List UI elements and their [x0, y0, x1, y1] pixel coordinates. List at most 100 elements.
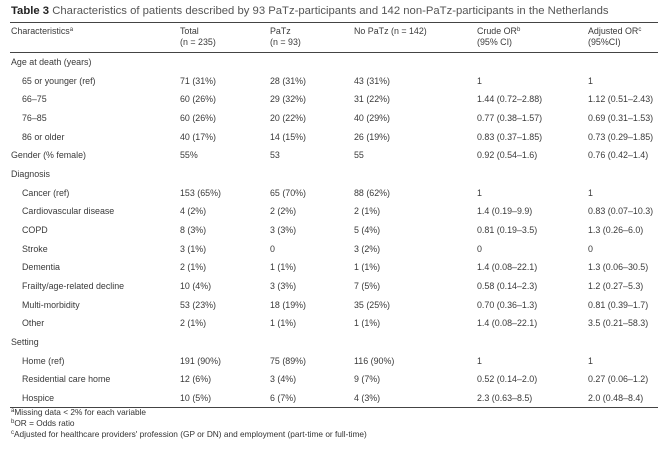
header-total: Total (n = 235) [180, 26, 216, 47]
table-title: Characteristics of patients described by… [52, 5, 609, 17]
cell-patz: 3 (3%) [270, 224, 297, 235]
row-label: Dementia [22, 262, 60, 273]
cell-total: 53 (23%) [180, 299, 217, 310]
table-row: Cancer (ref) 153 (65%) 65 (70%) 88 (62%) 1 1 [10, 184, 658, 203]
table-row: Dementia 2 (1%) 1 (1%) 1 (1%) 1.4 (0.08–22.1… [10, 258, 658, 277]
row-label: Age at death (years) [11, 57, 92, 67]
cell-no-patz: 43 (31%) [354, 75, 391, 86]
table-row: Setting [10, 333, 658, 352]
row-label: Stroke [22, 243, 48, 254]
row-label: Residential care home [22, 374, 111, 385]
cell-adjusted-or: 1 [588, 75, 593, 86]
cell-no-patz: 1 (1%) [354, 318, 381, 329]
cell-total: 12 (6%) [180, 374, 212, 385]
cell-crude-or: 1.4 (0.08–22.1) [477, 262, 538, 273]
cell-crude-or: 0.58 (0.14–2.3) [477, 280, 538, 291]
row-label: Cardiovascular disease [22, 206, 115, 217]
footnotes: aMissing data < 2% for each variable bOR… [11, 407, 367, 441]
cell-total: 71 (31%) [180, 75, 217, 86]
cell-adjusted-or: 1.2 (0.27–5.3) [588, 280, 644, 291]
cell-adjusted-or: 1.3 (0.26–6.0) [588, 224, 644, 235]
cell-patz: 3 (4%) [270, 374, 297, 385]
cell-adjusted-or: 1 [588, 187, 593, 198]
cell-no-patz: 35 (25%) [354, 299, 391, 310]
cell-adjusted-or: 1 [588, 355, 593, 366]
row-label: 66–75 [22, 94, 47, 105]
table-row: Diagnosis [10, 165, 658, 184]
table-row: Other 2 (1%) 1 (1%) 1 (1%) 1.4 (0.08–22.1) 3.… [10, 314, 658, 333]
cell-no-patz: 31 (22%) [354, 94, 391, 105]
row-label: Multi-morbidity [22, 299, 80, 310]
table-row: Cardiovascular disease 4 (2%) 2 (2%) 2 (1%)… [10, 202, 658, 221]
cell-patz: 28 (31%) [270, 75, 307, 86]
cell-total: 8 (3%) [180, 224, 207, 235]
cell-patz: 1 (1%) [270, 318, 297, 329]
header-adjusted-or: Adjusted ORc (95%CI) [588, 26, 642, 47]
row-label: Diagnosis [11, 168, 50, 179]
cell-no-patz: 3 (2%) [354, 243, 381, 254]
cell-patz: 65 (70%) [270, 187, 307, 198]
cell-crude-or: 0 [477, 243, 482, 254]
header-characteristics: Characteristicsa [11, 26, 74, 36]
characteristics-table: Characteristicsa Total (n = 235) PaTz (n =… [10, 22, 658, 409]
row-label: Other [22, 318, 45, 329]
cell-adjusted-or: 0.73 (0.29–1.85) [588, 131, 654, 142]
footnote-c: cAdjusted for healthcare providers' prof… [11, 429, 367, 440]
table-row: Gender (% female) 55% 53 55 0.92 (0.54–1.6) 0… [10, 146, 658, 165]
cell-crude-or: 0.83 (0.37–1.85) [477, 131, 543, 142]
cell-patz: 1 (1%) [270, 262, 297, 273]
cell-total: 153 (65%) [180, 187, 221, 198]
cell-crude-or: 1 [477, 187, 482, 198]
cell-total: 191 (90%) [180, 355, 221, 366]
row-label: Frailty/age-related decline [22, 280, 125, 291]
cell-total: 60 (26%) [180, 112, 217, 123]
cell-adjusted-or: 1.3 (0.06–30.5) [588, 262, 649, 273]
cell-patz: 20 (22%) [270, 112, 307, 123]
footnote-b: bOR = Odds ratio [11, 418, 75, 429]
cell-crude-or: 1.4 (0.08–22.1) [477, 318, 538, 329]
cell-adjusted-or: 0.27 (0.06–1.2) [588, 374, 649, 385]
cell-crude-or: 0.70 (0.36–1.3) [477, 299, 538, 310]
cell-adjusted-or: 3.5 (0.21–58.3) [588, 318, 649, 329]
cell-no-patz: 116 (90%) [354, 355, 395, 366]
row-label: Home (ref) [22, 355, 65, 366]
cell-crude-or: 0.52 (0.14–2.0) [477, 374, 538, 385]
cell-crude-or: 2.3 (0.63–8.5) [477, 392, 533, 403]
table-label: Table 3 [11, 5, 50, 17]
table-row: Residential care home 12 (6%) 3 (4%) 9 (7%)… [10, 370, 658, 389]
cell-adjusted-or: 0.81 (0.39–1.7) [588, 299, 649, 310]
row-label: 86 or older [22, 131, 65, 142]
cell-patz: 2 (2%) [270, 206, 297, 217]
header-patz: PaTz (n = 93) [270, 26, 301, 47]
cell-total: 2 (1%) [180, 262, 207, 273]
table-row: Multi-morbidity 53 (23%) 18 (19%) 35 (25%) 0… [10, 296, 658, 315]
cell-no-patz: 9 (7%) [354, 374, 381, 385]
cell-total: 60 (26%) [180, 94, 217, 105]
cell-no-patz: 40 (29%) [354, 112, 391, 123]
cell-adjusted-or: 1.12 (0.51–2.43) [588, 94, 654, 105]
cell-adjusted-or: 0 [588, 243, 593, 254]
row-label: 76–85 [22, 112, 47, 123]
cell-total: 10 (4%) [180, 280, 212, 291]
row-label: Gender (% female) [11, 150, 86, 161]
cell-patz: 6 (7%) [270, 392, 297, 403]
cell-patz: 29 (32%) [270, 94, 307, 105]
header-no-patz: No PaTz (n = 142) [354, 26, 427, 36]
cell-total: 3 (1%) [180, 243, 207, 254]
cell-crude-or: 0.92 (0.54–1.6) [477, 150, 538, 161]
cell-patz: 18 (19%) [270, 299, 307, 310]
cell-crude-or: 1 [477, 355, 482, 366]
row-label: Cancer (ref) [22, 187, 70, 198]
cell-total: 2 (1%) [180, 318, 207, 329]
cell-no-patz: 5 (4%) [354, 224, 381, 235]
cell-no-patz: 2 (1%) [354, 206, 381, 217]
cell-no-patz: 88 (62%) [354, 187, 391, 198]
table-row: Age at death (years) [10, 53, 658, 72]
cell-total: 10 (5%) [180, 392, 212, 403]
cell-crude-or: 1.44 (0.72–2.88) [477, 94, 543, 105]
cell-patz: 0 [270, 243, 275, 254]
cell-patz: 75 (89%) [270, 355, 307, 366]
table-caption: Table 3 Characteristics of patients desc… [11, 5, 609, 17]
table-body: Age at death (years) 65 or younger (ref) 7… [10, 53, 658, 407]
